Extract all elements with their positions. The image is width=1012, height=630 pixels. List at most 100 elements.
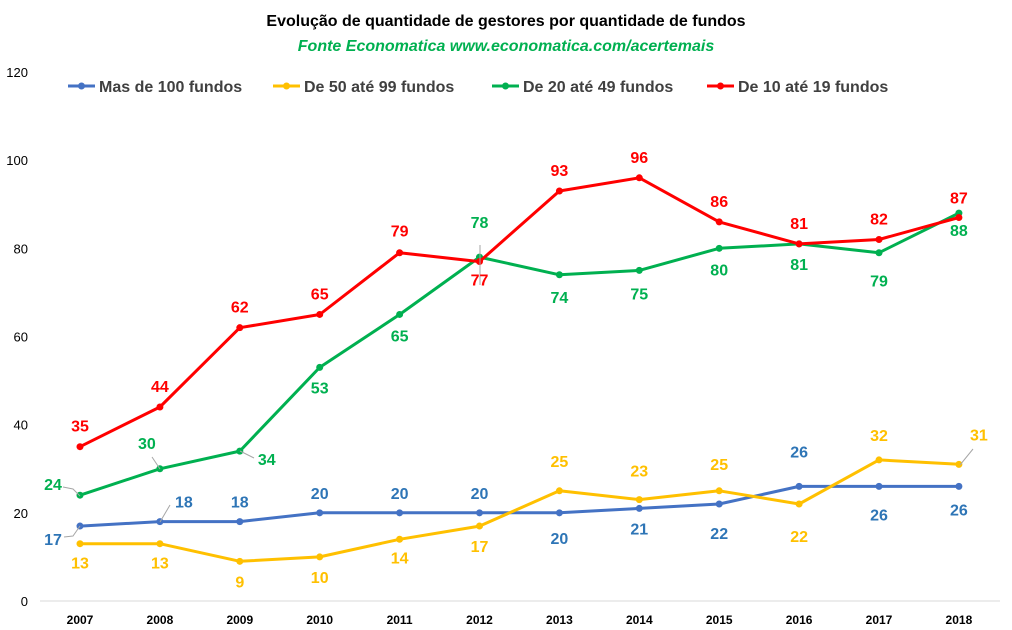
data-point (955, 213, 963, 221)
x-tick-label: 2011 (387, 613, 413, 627)
data-point (316, 363, 324, 371)
legend-marker (283, 82, 290, 90)
data-point (76, 443, 84, 451)
data-label: 75 (630, 286, 648, 303)
x-tick-label: 2013 (546, 613, 573, 627)
series-line (79, 211, 960, 497)
label-leader-line (151, 456, 161, 470)
data-label: 22 (790, 529, 808, 546)
series-layer (76, 174, 963, 565)
label-leader-line (62, 486, 81, 497)
data-label: 88 (950, 223, 968, 240)
x-tick-label: 2014 (626, 613, 653, 627)
legend: Mas de 100 fundos De 50 até 99 fundos De 2… (68, 79, 888, 96)
data-label: 31 (970, 427, 988, 444)
data-label: 81 (790, 216, 808, 233)
x-tick-label: 2017 (866, 613, 893, 627)
data-point (635, 504, 643, 512)
legend-label: De 50 até 99 fundos (304, 79, 454, 96)
data-point (236, 518, 244, 526)
data-point (76, 540, 84, 548)
data-point (236, 324, 244, 332)
data-label: 25 (551, 454, 569, 471)
x-tick-label: 2009 (226, 613, 253, 627)
data-label: 79 (870, 274, 888, 291)
data-point (955, 482, 963, 490)
data-point (795, 482, 803, 490)
data-label: 81 (790, 257, 808, 274)
y-tick-label: 80 (14, 241, 28, 256)
data-point (715, 500, 723, 508)
legend-marker (502, 82, 509, 90)
data-point (875, 456, 883, 464)
data-point (635, 496, 643, 504)
data-label: 53 (311, 380, 329, 397)
label-leader-line (63, 525, 81, 538)
data-point (555, 487, 563, 495)
data-label: 21 (630, 521, 648, 538)
data-label: 23 (630, 464, 648, 481)
data-label: 22 (710, 526, 728, 543)
data-label: 30 (138, 436, 156, 453)
x-tick-label: 2010 (306, 613, 333, 627)
data-label: 25 (710, 457, 728, 474)
data-label: 62 (231, 300, 249, 317)
data-point (635, 266, 643, 274)
data-point (955, 460, 963, 468)
data-label: 20 (311, 486, 329, 503)
y-tick-label: 20 (14, 506, 28, 521)
data-point (875, 482, 883, 490)
data-point (715, 244, 723, 252)
data-point (236, 447, 244, 455)
data-label: 79 (391, 224, 409, 241)
data-point (715, 218, 723, 226)
legend-marker (78, 82, 85, 90)
data-point (476, 509, 483, 517)
data-point (555, 509, 563, 517)
chart-title: Evolução de quantidade de gestores por q… (266, 13, 745, 30)
data-point (76, 491, 84, 499)
data-label: 44 (151, 379, 169, 396)
x-tick-label: 2012 (466, 613, 493, 627)
data-point (396, 509, 404, 517)
series-line (79, 176, 960, 449)
legend-label: Mas de 100 fundos (99, 79, 242, 96)
data-point (156, 403, 164, 411)
x-tick-label: 2016 (786, 613, 813, 627)
data-point (555, 187, 563, 195)
data-point (875, 236, 883, 244)
data-label: 77 (471, 273, 489, 290)
data-label: 18 (231, 495, 249, 512)
data-label: 26 (950, 502, 968, 519)
data-label: 9 (235, 574, 244, 591)
data-label: 65 (391, 328, 409, 345)
data-label: 74 (551, 290, 569, 307)
data-point (236, 557, 244, 565)
x-tick-label: 2007 (67, 613, 94, 627)
y-tick-label: 40 (14, 418, 28, 433)
label-leader-line (239, 450, 255, 459)
data-label: 20 (551, 531, 569, 548)
data-label: 14 (391, 550, 409, 567)
data-label: 13 (71, 556, 89, 573)
label-leader-line (159, 504, 171, 523)
data-label: 78 (471, 215, 489, 232)
data-point (795, 240, 803, 248)
data-point (875, 249, 883, 257)
label-leader-line (959, 448, 974, 466)
data-labels-layer: 17 18 18 20 20 20 20 21 22 26 26 26 13 13 9 10 14 17 25 23 2… (44, 150, 988, 592)
data-point (316, 509, 324, 517)
data-label: 20 (391, 486, 409, 503)
data-label: 17 (44, 532, 62, 549)
legend-label: De 20 até 49 fundos (523, 79, 673, 96)
y-tick-label: 0 (21, 594, 28, 609)
data-label: 17 (471, 539, 489, 556)
data-point (396, 249, 404, 257)
data-label: 86 (710, 194, 728, 211)
legend-marker (717, 82, 724, 90)
y-tick-label: 120 (6, 65, 28, 80)
data-point (396, 310, 404, 318)
series-line (80, 458, 959, 563)
